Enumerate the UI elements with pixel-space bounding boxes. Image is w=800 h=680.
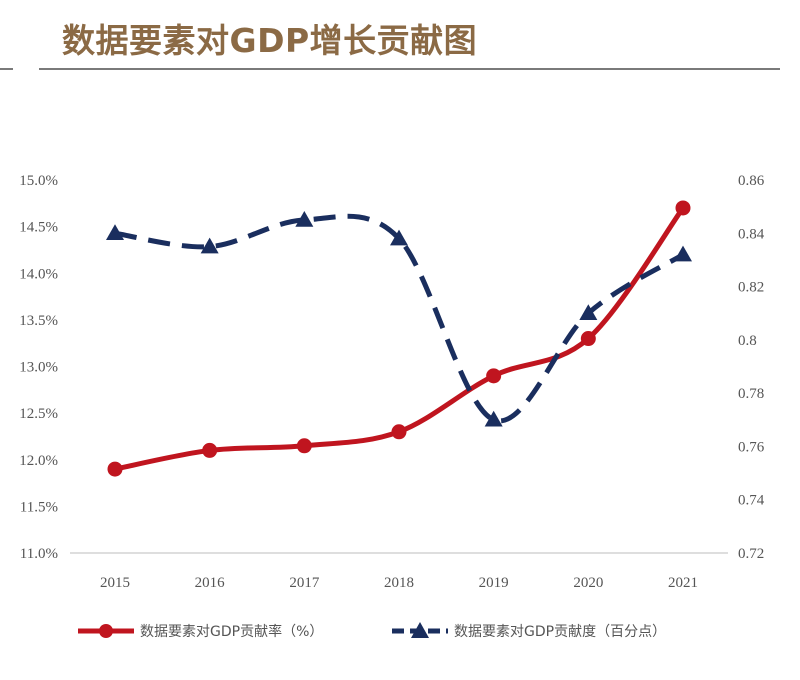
series-1-point [296, 438, 312, 454]
y-left-tick-label: 13.5% [19, 313, 58, 329]
series-2-point [674, 245, 692, 262]
y-left-tick-label: 11.0% [20, 546, 58, 562]
series-1-point [675, 200, 691, 216]
series-1-point [202, 442, 218, 458]
title-rule-long [39, 68, 780, 70]
chart-legend: 数据要素对GDP贡献率（%） 数据要素对GDP贡献度（百分点） [78, 622, 666, 640]
x-tick-label: 2018 [384, 575, 414, 591]
series-1-point [486, 368, 502, 384]
series-1-point [391, 424, 407, 440]
x-tick-label: 2015 [100, 575, 130, 591]
y-right-tick-label: 0.8 [738, 333, 757, 349]
y-left-tick-label: 12.0% [19, 453, 58, 469]
y-right-tick-label: 0.86 [738, 173, 765, 189]
series-1-point [580, 331, 596, 347]
legend-label-2: 数据要素对GDP贡献度（百分点） [454, 624, 666, 640]
legend-label-1: 数据要素对GDP贡献率（%） [140, 623, 323, 640]
y-left-tick-label: 13.0% [19, 360, 58, 376]
series-line-2 [114, 213, 685, 424]
chart-series-layer [106, 200, 692, 477]
series-2-point [106, 224, 124, 241]
series-2-point [579, 304, 598, 320]
y-left-tick-label: 14.5% [19, 220, 58, 236]
y-left-tick-label: 15.0% [19, 173, 58, 189]
y-left-tick-label: 12.5% [19, 406, 58, 422]
y-right-tick-label: 0.82 [738, 280, 764, 296]
x-tick-label: 2019 [479, 575, 509, 591]
y-left-tick-label: 11.5% [20, 499, 58, 515]
series-2-point [295, 210, 314, 227]
y-left-tick-label: 14.0% [19, 266, 58, 282]
title-rule-short [0, 68, 13, 70]
series-1-point [107, 461, 123, 477]
series-2-point [484, 410, 503, 427]
x-tick-label: 2021 [668, 575, 698, 591]
x-tick-label: 2016 [195, 575, 226, 591]
x-tick-label: 2020 [573, 575, 603, 591]
y-right-tick-label: 0.76 [738, 439, 765, 455]
y-right-tick-label: 0.74 [738, 493, 765, 509]
x-tick-label: 2017 [289, 575, 320, 591]
y-right-tick-label: 0.78 [738, 386, 764, 402]
chart-axes: 11.0% 11.5% 12.0% 12.5% 13.0% 13.5% 14.0% 14.5%… [19, 173, 765, 591]
y-right-tick-label: 0.72 [738, 546, 764, 562]
page-title: 数据要素对GDP增长贡献图 [62, 21, 478, 60]
legend-marker-1 [99, 624, 113, 638]
legend-marker-2 [411, 622, 429, 638]
series-2-point [200, 237, 219, 254]
y-right-tick-label: 0.84 [738, 226, 765, 242]
series-2-point [390, 229, 408, 246]
